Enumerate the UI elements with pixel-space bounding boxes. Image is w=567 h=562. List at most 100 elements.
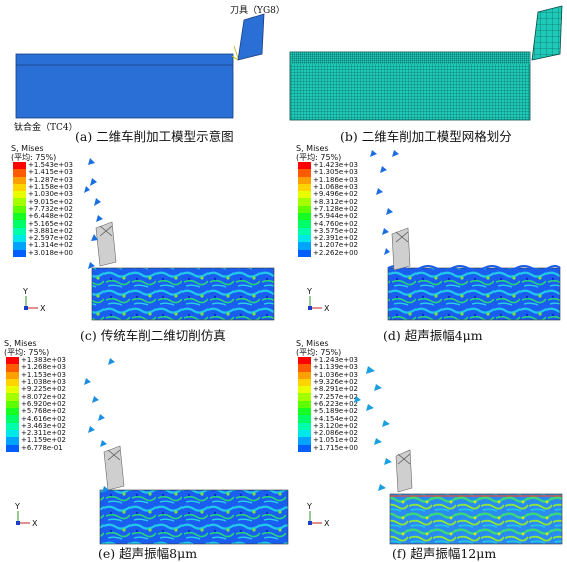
legend-value: +1.139e+03 xyxy=(313,363,358,372)
legend-swatch xyxy=(13,198,26,206)
legend-value: +6.920e+02 xyxy=(21,399,66,408)
legend-row: +6.448e+02 xyxy=(13,213,88,221)
legend-value: +7.257e+02 xyxy=(313,392,358,401)
legend-swatch xyxy=(298,364,311,372)
legend-row: +9.225e+02 xyxy=(6,386,81,394)
legend-value: +8.291e+02 xyxy=(313,385,358,394)
workpiece-f xyxy=(389,493,563,545)
svg-text:X: X xyxy=(40,304,46,313)
legend-swatch xyxy=(298,357,311,365)
caption-a: (a) 二维车削加工模型示意图 xyxy=(75,129,234,144)
legend-row: +1.158e+03 xyxy=(13,183,88,192)
legend-value: +8.312e+02 xyxy=(313,197,358,206)
legend-row: +9.496e+02 xyxy=(298,190,373,199)
axis-triad-c: Y X xyxy=(22,287,46,313)
legend-swatch xyxy=(6,393,19,401)
legend-row: +1.186e+03 xyxy=(298,176,373,184)
legend-row: +1.030e+03 xyxy=(13,191,88,199)
legend-value: +1.068e+03 xyxy=(313,183,358,192)
legend-row: +1.153e+03 xyxy=(6,371,81,379)
legend-value: +1.159e+02 xyxy=(21,436,66,445)
svg-text:X: X xyxy=(324,519,330,528)
legend-value: +1.415e+03 xyxy=(28,168,73,177)
legend-value: +4.154e+02 xyxy=(313,414,358,423)
caption-b: (b) 二维车削加工模型网格划分 xyxy=(340,129,512,144)
legend-row: +4.760e+02 xyxy=(298,219,373,228)
legend-swatch xyxy=(298,429,311,438)
legend-swatch xyxy=(6,429,19,438)
legend-row: +7.732e+02 xyxy=(13,205,88,214)
legend-value: +4.616e+02 xyxy=(21,414,66,423)
legend-row: +7.257e+02 xyxy=(298,392,373,401)
legend-swatch xyxy=(6,357,19,365)
legend-value: +2.086e+02 xyxy=(313,429,358,438)
legend-row: +1.423e+03 xyxy=(298,162,373,170)
legend-swatch xyxy=(298,162,311,170)
legend-value: +6.778e-01 xyxy=(21,443,63,452)
legend-c: +1.543e+03 +1.415e+03 +1.287e+03 +1.158e+03… xyxy=(13,162,88,257)
axis-triad-e: Y X xyxy=(14,502,38,528)
workpiece-d xyxy=(387,267,561,321)
legend-value: +4.760e+02 xyxy=(313,219,358,228)
legend-row: +3.120e+02 xyxy=(298,421,373,430)
legend-row: +6.920e+02 xyxy=(6,399,81,409)
legend-row: +5.165e+02 xyxy=(13,220,88,228)
legend-swatch xyxy=(6,422,19,430)
legend-row: +1.207e+02 xyxy=(298,241,373,250)
legend-row: +7.128e+02 xyxy=(298,205,373,214)
legend-value: +2.262e+00 xyxy=(313,248,358,257)
legend-swatch xyxy=(13,205,26,214)
legend-swatch xyxy=(298,234,311,243)
legend-value: +3.018e+00 xyxy=(28,248,73,257)
legend-value: +1.207e+02 xyxy=(313,241,358,250)
legend-value: +1.158e+03 xyxy=(28,183,73,192)
legend-value: +9.496e+02 xyxy=(313,190,358,199)
legend-row: +1.543e+03 xyxy=(13,162,88,170)
legend-swatch xyxy=(6,371,19,379)
legend-swatch xyxy=(6,408,19,416)
legend-swatch xyxy=(6,400,19,409)
legend-d: +1.423e+03 +1.305e+03 +1.186e+03 +1.068e+03… xyxy=(298,162,373,257)
legend-swatch xyxy=(298,400,311,409)
legend-value: +1.051e+02 xyxy=(313,436,358,445)
legend-swatch xyxy=(13,249,26,257)
legend-row: +8.072e+02 xyxy=(6,393,81,401)
legend-row: +8.291e+02 xyxy=(298,385,373,394)
legend-swatch xyxy=(298,205,311,214)
legend-swatch xyxy=(298,393,311,401)
caption-d: (d) 超声振幅4μm xyxy=(383,328,483,343)
tool-e xyxy=(103,445,125,491)
legend-row: +2.086e+02 xyxy=(298,429,373,438)
tool-f xyxy=(395,449,413,493)
legend-row: +6.223e+02 xyxy=(298,400,373,409)
legend-swatch xyxy=(6,415,19,423)
legend-value: +2.391e+02 xyxy=(313,234,358,243)
legend-row: +5.768e+02 xyxy=(6,408,81,416)
legend-row: +8.312e+02 xyxy=(298,197,373,206)
legend-value: +3.120e+02 xyxy=(313,421,358,430)
caption-f: (f) 超声振幅12μm xyxy=(392,546,497,561)
legend-row: +1.243e+03 xyxy=(298,357,373,365)
legend-row: +2.597e+02 xyxy=(13,235,88,243)
axis-triad-f: Y X xyxy=(306,502,330,528)
legend-swatch xyxy=(298,371,311,379)
legend-value: +3.463e+02 xyxy=(21,421,66,430)
legend-swatch xyxy=(13,227,26,235)
legend-swatch xyxy=(298,242,311,250)
workpiece-label: 钛合金（TC4） xyxy=(14,123,78,133)
legend-swatch xyxy=(6,437,19,445)
legend-row: +1.068e+03 xyxy=(298,183,373,192)
legend-swatch xyxy=(298,378,311,387)
mesh-tool xyxy=(531,5,563,61)
legend-swatch xyxy=(298,227,311,235)
legend-swatch xyxy=(298,444,311,452)
svg-text:Y: Y xyxy=(22,287,28,296)
legend-swatch xyxy=(298,183,311,192)
legend-row: +3.881e+02 xyxy=(13,227,88,235)
legend-row: +1.038e+03 xyxy=(6,379,81,387)
